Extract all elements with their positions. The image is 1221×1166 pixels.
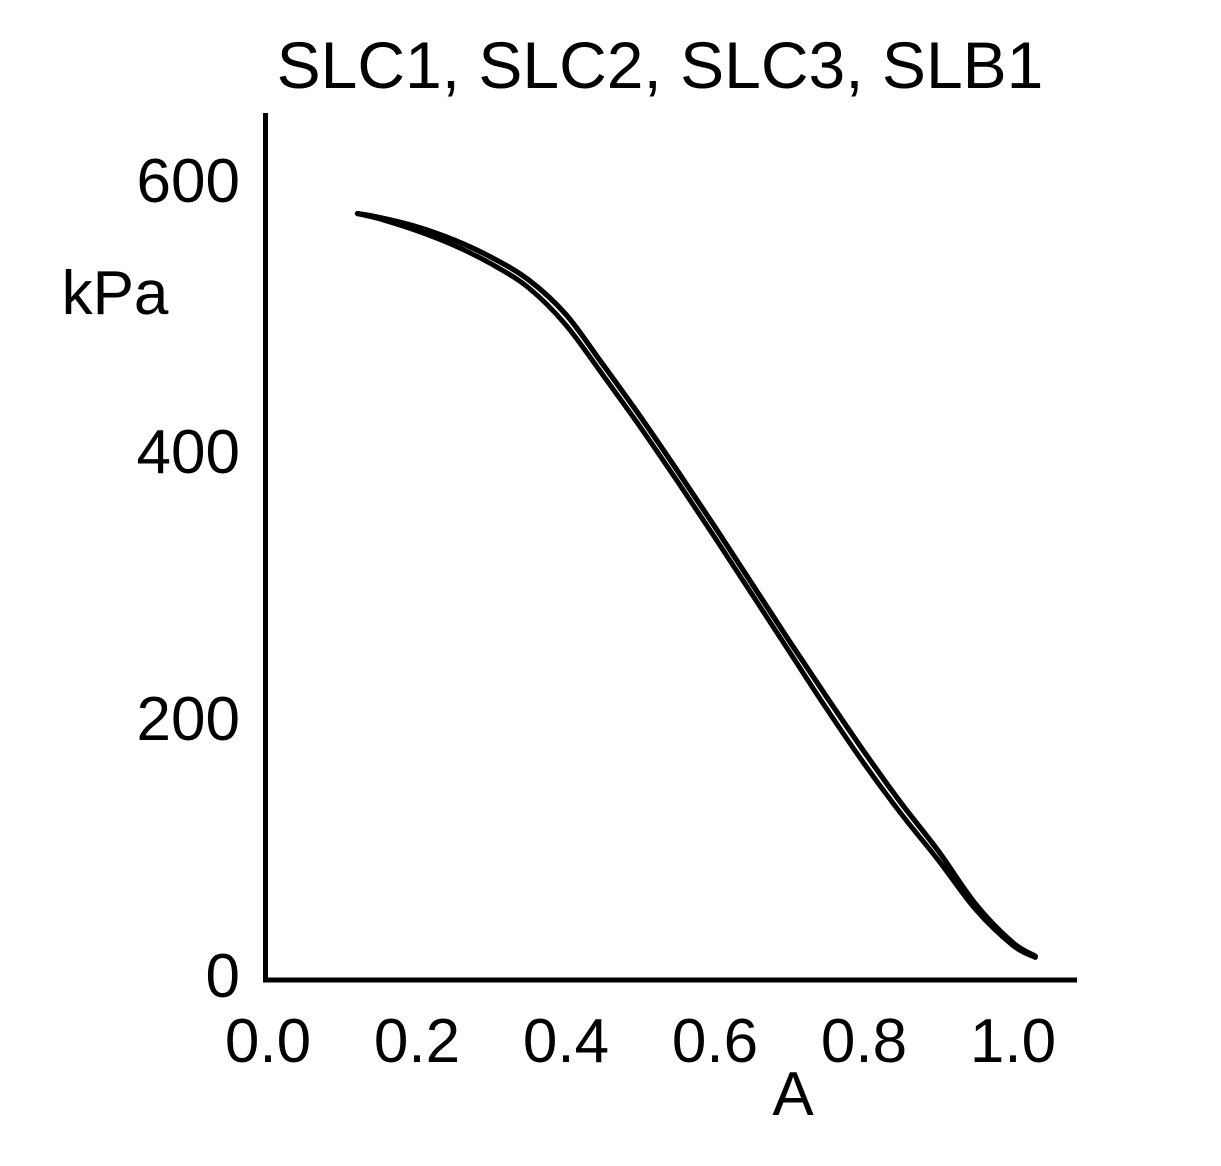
x-tick-0.6: 0.6 [671,1007,759,1076]
curve-slb1 [354,211,1038,960]
y-tick-600: 600 [136,147,240,216]
x-axis-label: A [772,1060,814,1129]
x-tick-0.0: 0.0 [224,1007,312,1076]
y-tick-0: 0 [205,942,240,1011]
x-tick-0.2: 0.2 [373,1007,461,1076]
curve-slc3 [354,211,1038,959]
chart-title: SLC1, SLC2, SLC3, SLB1 [276,28,1044,102]
x-tick-0.8: 0.8 [820,1007,908,1076]
y-tick-200: 200 [136,685,240,754]
x-tick-1.0: 1.0 [969,1007,1057,1076]
y-tick-400: 400 [136,418,240,487]
curves-group [354,211,1038,960]
x-tick-0.4: 0.4 [522,1007,610,1076]
y-axis-label: kPa [61,259,169,328]
